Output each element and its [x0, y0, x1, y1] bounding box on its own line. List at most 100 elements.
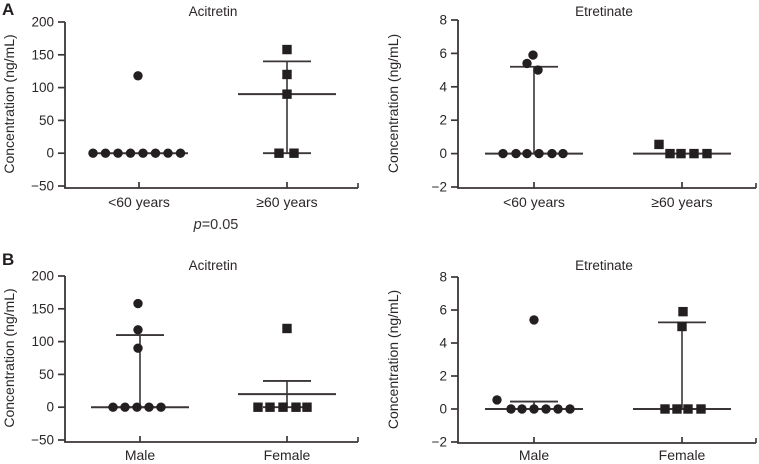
data-point-circle: [506, 404, 516, 414]
y-axis-title: Concentration (ng/mL): [1, 288, 17, 427]
y-tick-label: 100: [31, 334, 54, 349]
chart-etretinate-age: 8 6 4 2 0 −2 Etretinate Concentration (ng/mL) <6…: [385, 4, 757, 210]
y-tick-label: 50: [39, 113, 54, 128]
y-tick-label: 200: [31, 15, 54, 30]
data-point-square: [282, 323, 292, 334]
p-value-annotation: p=0.05: [166, 217, 266, 233]
y-tick-label: 4: [439, 79, 447, 94]
data-point-circle: [565, 404, 575, 414]
data-point-circle: [144, 402, 154, 412]
chart-acitretin-age: 200 150 100 50 0 −50 Acitretin Concentration (n…: [1, 4, 359, 210]
y-tick-label: 6: [439, 303, 447, 318]
data-point-circle: [156, 402, 166, 412]
chart-etretinate-sex: 8 6 4 2 0 −2 Etretinate Concentration (ng/mL) Ma…: [385, 258, 757, 463]
data-point-circle: [547, 148, 557, 159]
data-point-circle: [88, 148, 98, 158]
data-point-circle: [133, 325, 143, 335]
x-category-label: Male: [519, 447, 550, 463]
data-point-circle: [100, 148, 111, 158]
y-tick-label: 6: [439, 46, 447, 61]
data-point-square: [282, 89, 292, 99]
data-point-circle: [528, 50, 538, 60]
x-category-label: ≥60 years: [651, 194, 712, 210]
x-category-label: <60 years: [108, 194, 170, 210]
data-point-circle: [522, 148, 532, 159]
data-point-circle: [558, 148, 568, 159]
data-point-circle: [163, 148, 173, 158]
data-point-square: [660, 404, 670, 414]
x-category-label: Male: [125, 447, 156, 463]
y-tick-label: 100: [31, 80, 54, 95]
data-point-circle: [492, 395, 502, 405]
y-axis-title: Concentration (ng/mL): [1, 34, 17, 173]
data-point-square: [265, 402, 275, 412]
y-tick-label: 0: [46, 146, 54, 161]
chart-title: Etretinate: [575, 258, 633, 273]
y-tick-label: 0: [439, 402, 447, 417]
y-tick-label: 200: [31, 269, 54, 284]
data-point-square: [282, 69, 292, 80]
data-point-square: [253, 402, 263, 412]
data-point-circle: [529, 404, 539, 414]
data-point-square: [302, 402, 312, 412]
data-point-circle: [541, 404, 551, 414]
data-point-circle: [113, 148, 123, 158]
y-tick-label: −2: [432, 180, 447, 195]
data-point-square: [291, 402, 301, 412]
data-point-circle: [522, 58, 532, 69]
data-point-circle: [175, 148, 186, 158]
data-point-circle: [553, 404, 563, 414]
data-point-circle: [150, 148, 161, 158]
p-symbol: p: [193, 217, 202, 233]
data-point-square: [672, 404, 682, 414]
y-tick-label: −50: [31, 433, 54, 448]
data-point-circle: [133, 298, 143, 309]
data-point-square: [274, 148, 284, 158]
chart-title: Acitretin: [189, 4, 238, 19]
x-category-label: <60 years: [503, 194, 565, 210]
data-point-circle: [120, 402, 130, 412]
data-point-circle: [498, 148, 508, 159]
data-point-square: [683, 404, 693, 414]
data-point-circle: [533, 65, 543, 75]
data-point-square: [676, 148, 686, 159]
data-point-circle: [133, 71, 143, 81]
data-point-square: [278, 402, 288, 412]
y-tick-label: 50: [39, 367, 54, 382]
y-tick-label: 8: [439, 13, 447, 28]
data-point-circle: [534, 148, 544, 159]
y-tick-label: 150: [31, 301, 54, 316]
data-point-square: [689, 148, 699, 159]
data-point-circle: [133, 343, 143, 353]
data-point-circle: [132, 402, 142, 412]
y-tick-label: 0: [46, 400, 54, 415]
data-point-square: [665, 148, 675, 159]
y-tick-label: 2: [439, 113, 447, 128]
panel-a-label: A: [2, 0, 15, 19]
y-tick-label: 2: [439, 369, 447, 384]
y-tick-label: 4: [439, 336, 447, 351]
data-point-circle: [138, 148, 148, 158]
y-axis-title: Concentration (ng/mL): [385, 34, 401, 173]
chart-title: Acitretin: [189, 258, 238, 273]
data-point-circle: [511, 148, 521, 159]
data-point-square: [696, 404, 706, 414]
p-value-text: =0.05: [201, 217, 239, 233]
data-point-square: [289, 148, 299, 158]
x-category-label: ≥60 years: [256, 194, 317, 210]
data-point-square: [677, 321, 687, 332]
y-tick-label: 150: [31, 47, 54, 62]
data-point-square: [282, 44, 292, 55]
y-tick-label: 8: [439, 270, 447, 285]
data-point-square: [702, 148, 712, 159]
data-point-circle: [108, 402, 118, 412]
y-axis-title: Concentration (ng/mL): [385, 290, 401, 429]
chart-title: Etretinate: [575, 4, 633, 19]
y-tick-label: 0: [439, 146, 447, 161]
data-point-circle: [517, 404, 527, 414]
panel-b-label: B: [2, 250, 15, 269]
data-point-circle: [529, 315, 539, 325]
data-point-square: [678, 306, 688, 317]
y-tick-label: −2: [432, 435, 447, 450]
